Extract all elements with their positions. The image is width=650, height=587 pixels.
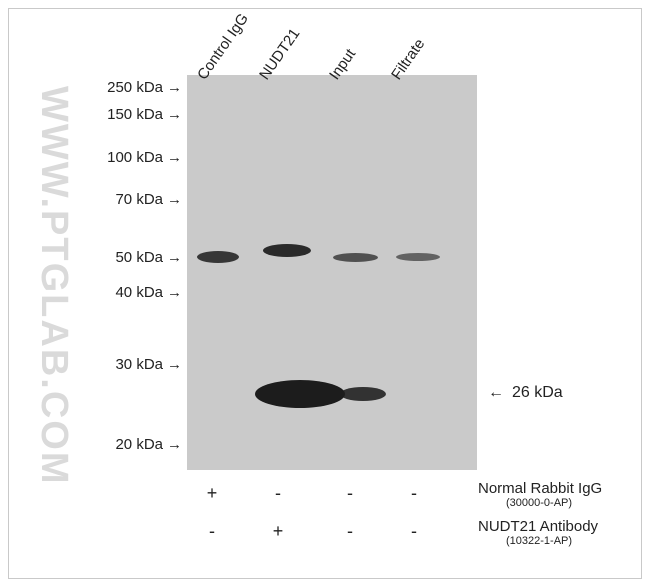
blot-band (396, 253, 440, 261)
target-band-label: ←26 kDa (488, 384, 563, 402)
arrow-right-icon: → (167, 149, 182, 166)
mw-marker: 250 kDa→ (107, 79, 182, 96)
arrow-left-icon: ← (488, 384, 504, 401)
antibody-catalog: (30000-0-AP) (506, 497, 572, 509)
arrow-right-icon: → (167, 79, 182, 96)
blot-band (340, 387, 386, 401)
antibody-catalog: (10322-1-AP) (506, 535, 572, 547)
figure-container: WWW.PTGLAB.COM Control IgG NUDT21 Input … (0, 0, 650, 587)
presence-mark: - (340, 483, 360, 504)
presence-mark: - (404, 521, 424, 542)
mw-marker: 40 kDa→ (115, 284, 182, 301)
mw-marker: 50 kDa→ (115, 249, 182, 266)
mw-marker: 150 kDa→ (107, 106, 182, 123)
presence-mark: - (202, 521, 222, 542)
blot-membrane (187, 75, 477, 470)
blot-band (263, 244, 311, 257)
presence-mark: - (404, 483, 424, 504)
watermark-text: WWW.PTGLAB.COM (32, 86, 75, 485)
blot-band (333, 253, 378, 262)
arrow-right-icon: → (167, 106, 182, 123)
presence-mark: - (340, 521, 360, 542)
mw-marker: 70 kDa→ (115, 191, 182, 208)
arrow-right-icon: → (167, 249, 182, 266)
presence-mark: - (268, 483, 288, 504)
antibody-label: NUDT21 Antibody (478, 518, 598, 535)
mw-marker: 20 kDa→ (115, 436, 182, 453)
blot-band (255, 380, 345, 408)
mw-marker: 30 kDa→ (115, 356, 182, 373)
blot-band (197, 251, 239, 263)
arrow-right-icon: → (167, 191, 182, 208)
mw-marker: 100 kDa→ (107, 149, 182, 166)
arrow-right-icon: → (167, 356, 182, 373)
antibody-label: Normal Rabbit IgG (478, 480, 602, 497)
arrow-right-icon: → (167, 436, 182, 453)
presence-mark: + (202, 483, 222, 504)
presence-mark: + (268, 521, 288, 542)
arrow-right-icon: → (167, 284, 182, 301)
